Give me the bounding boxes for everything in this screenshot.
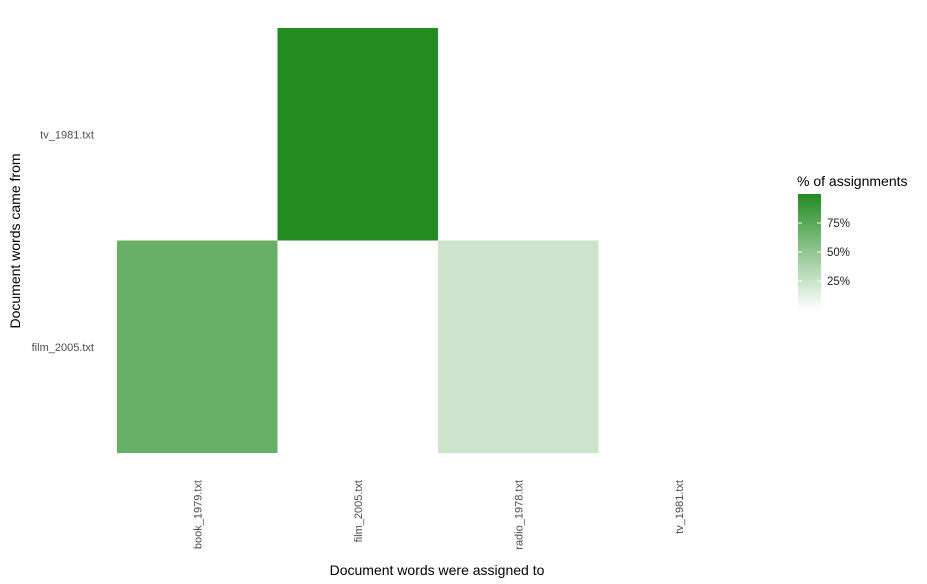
legend-colorbar (798, 194, 821, 310)
legend-title: % of assignments (797, 173, 908, 189)
legend-tick-label: 50% (827, 247, 850, 259)
y-axis-title: Document words came from (7, 153, 23, 328)
heatmap-cell (438, 240, 599, 453)
x-tick-label: book_1979.txt (192, 480, 204, 549)
x-tick-label: radio_1978.txt (513, 480, 525, 550)
y-axis-tick-labels: film_2005.txt tv_1981.txt (32, 129, 94, 354)
heatmap-cell (277, 28, 438, 241)
legend: % of assignments 25% 50% 75% (797, 173, 908, 310)
heatmap-cells (117, 28, 599, 453)
x-tick-label: tv_1981.txt (674, 480, 686, 534)
legend-tick-label: 75% (827, 218, 850, 230)
y-tick-label: film_2005.txt (32, 342, 94, 354)
x-tick-label: film_2005.txt (353, 480, 365, 542)
legend-tick-label: 25% (827, 276, 850, 288)
x-axis-tick-labels: book_1979.txt film_2005.txt radio_1978.txt… (192, 480, 686, 550)
x-axis-title: Document words were assigned to (330, 562, 545, 578)
y-tick-label: tv_1981.txt (40, 129, 94, 141)
legend-ticks: 25% 50% 75% (798, 218, 850, 288)
heatmap-cell (117, 240, 278, 453)
